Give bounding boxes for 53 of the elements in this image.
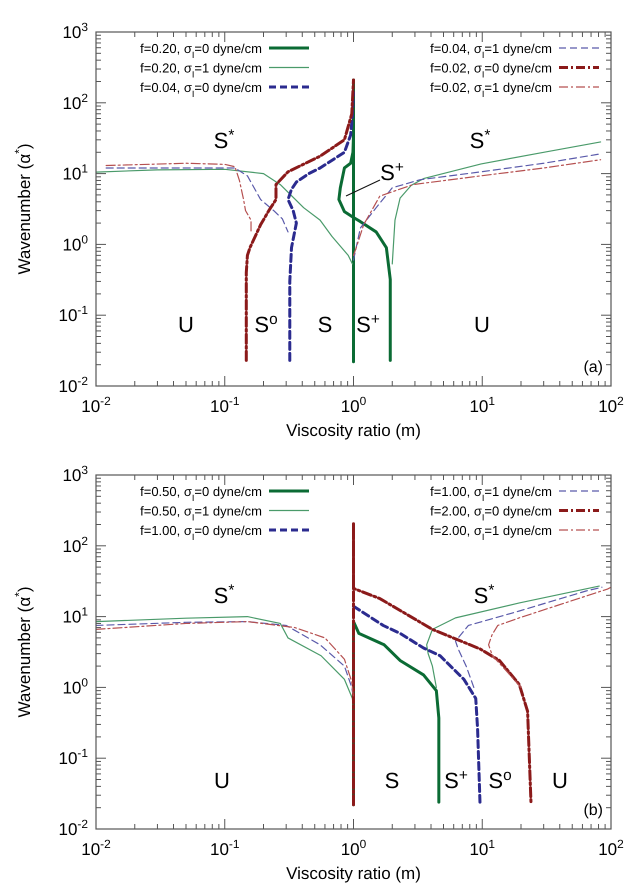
y-tick-label: 10$^{0}$ bbox=[62, 232, 88, 254]
annotation: S$^{+}$ bbox=[444, 766, 468, 793]
annotation: (b) bbox=[583, 802, 603, 819]
x-tick-label: 10$^{0}$ bbox=[340, 837, 367, 859]
annotation: S$^{o}$ bbox=[254, 310, 278, 337]
annotation: S$^{*}$ bbox=[214, 126, 234, 153]
annotation: S$^{*}$ bbox=[474, 582, 494, 608]
y-tick-label: 10$^{-1}$ bbox=[58, 303, 88, 326]
annotation: S bbox=[318, 312, 332, 337]
annotation: S$^{*}$ bbox=[470, 126, 490, 153]
x-tick-label: 10$^{0}$ bbox=[340, 394, 367, 416]
legend-label: f=0.04, σ$_{I}$=0 dyne/cm bbox=[140, 80, 262, 99]
x-tick-label: 10$^{2}$ bbox=[598, 394, 624, 416]
x-axis-title: Viscosity ratio (m) bbox=[286, 864, 421, 883]
y-tick-label: 10$^{-2}$ bbox=[58, 817, 88, 839]
x-tick-label: 10$^{-2}$ bbox=[81, 394, 112, 416]
legend-label: f=1.00, σ$_{I}$=1 dyne/cm bbox=[430, 484, 552, 503]
legend-label: f=2.00, σ$_{I}$=0 dyne/cm bbox=[430, 504, 552, 522]
legend-label: f=0.50, σ$_{I}$=0 dyne/cm bbox=[140, 484, 262, 503]
x-tick-label: 10$^{1}$ bbox=[469, 394, 496, 416]
legend-label: f=0.20, σ$_{I}$=1 dyne/cm bbox=[140, 60, 262, 80]
legend-label: f=0.02, σ$_{I}$=0 dyne/cm bbox=[430, 60, 552, 80]
y-tick-label: 10$^{-2}$ bbox=[58, 374, 88, 396]
legend-label: f=0.20, σ$_{I}$=0 dyne/cm bbox=[140, 41, 262, 60]
x-axis-title: Viscosity ratio (m) bbox=[286, 421, 421, 440]
x-tick-label: 10$^{-2}$ bbox=[81, 837, 112, 859]
y-tick-label: 10$^{3}$ bbox=[62, 463, 88, 485]
legend-label: f=0.50, σ$_{I}$=1 dyne/cm bbox=[140, 504, 262, 522]
annotation: S$^{+}$ bbox=[380, 158, 404, 185]
x-tick-label: 10$^{1}$ bbox=[469, 837, 496, 859]
x-tick-label: 10$^{-1}$ bbox=[210, 837, 240, 859]
annotation: (a) bbox=[583, 359, 603, 376]
legend-label: f=0.02, σ$_{I}$=1 dyne/cm bbox=[430, 80, 552, 99]
y-tick-label: 10$^{2}$ bbox=[62, 534, 88, 556]
x-tick-label: 10$^{-1}$ bbox=[210, 394, 240, 416]
annotation: U bbox=[214, 768, 230, 793]
legend-label: f=0.04, σ$_{I}$=1 dyne/cm bbox=[430, 41, 552, 60]
x-tick-label: 10$^{2}$ bbox=[598, 837, 624, 859]
annotation: U bbox=[178, 312, 194, 337]
annotation: S$^{+}$ bbox=[356, 310, 380, 337]
y-tick-label: 10$^{0}$ bbox=[62, 675, 88, 698]
legend-label: f=1.00, σ$_{I}$=0 dyne/cm bbox=[140, 523, 262, 542]
y-tick-label: 10$^{2}$ bbox=[62, 90, 88, 113]
annotation: S$^{o}$ bbox=[488, 766, 512, 793]
annotation: S bbox=[384, 768, 400, 793]
legend-label: f=2.00, σ$_{I}$=1 dyne/cm bbox=[430, 523, 552, 542]
y-tick-label: 10$^{-1}$ bbox=[58, 746, 88, 768]
y-tick-label: 10$^{1}$ bbox=[62, 162, 88, 184]
annotation: U bbox=[474, 312, 490, 337]
annotation: U bbox=[552, 768, 568, 793]
annotation: S$^{*}$ bbox=[214, 582, 234, 608]
y-tick-label: 10$^{1}$ bbox=[62, 604, 88, 627]
y-tick-label: 10$^{3}$ bbox=[62, 20, 88, 42]
